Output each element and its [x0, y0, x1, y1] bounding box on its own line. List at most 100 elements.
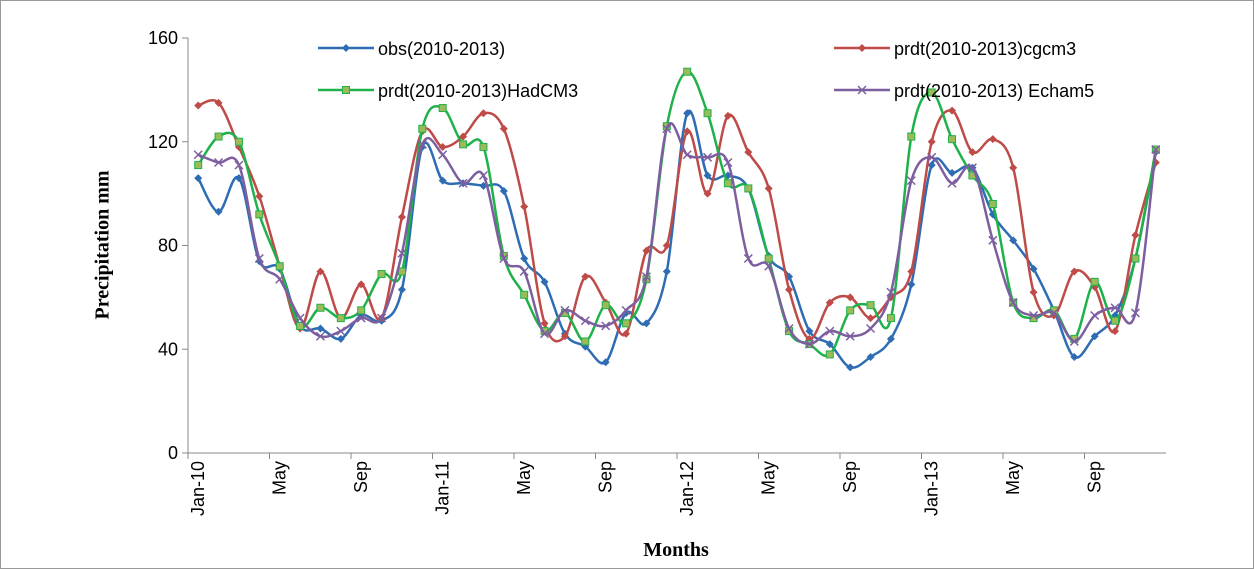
marker	[397, 267, 406, 276]
x-tick-label: Jan-10	[188, 461, 208, 516]
marker	[499, 253, 509, 263]
marker	[866, 353, 875, 362]
marker	[988, 200, 997, 208]
marker	[601, 321, 611, 331]
marker	[784, 323, 794, 334]
marker	[1151, 145, 1161, 155]
marker	[703, 171, 712, 180]
marker	[846, 363, 855, 372]
x-axis-title: Months	[643, 539, 709, 561]
marker	[417, 139, 427, 149]
marker	[743, 253, 753, 263]
marker	[858, 44, 866, 52]
x-tick-label: Jan-11	[433, 461, 453, 515]
marker	[907, 267, 916, 276]
marker	[275, 262, 284, 271]
marker	[418, 124, 427, 133]
marker	[846, 293, 855, 302]
marker	[520, 290, 529, 299]
marker	[479, 142, 488, 151]
marker	[1008, 298, 1018, 308]
marker	[1131, 254, 1140, 263]
marker	[342, 44, 350, 52]
y-tick-label: 160	[148, 28, 178, 48]
x-tick-label: Sep	[351, 461, 371, 493]
marker	[601, 358, 610, 367]
legend-label: prdt(2010-2013) Echam5	[894, 81, 1094, 101]
marker	[947, 178, 957, 188]
marker	[1090, 311, 1100, 321]
marker	[927, 137, 936, 146]
marker	[254, 253, 264, 263]
legend-label: prdt(2010-2013)HadCM3	[378, 81, 578, 101]
marker	[622, 329, 631, 338]
marker	[641, 272, 651, 282]
marker	[357, 306, 366, 315]
marker	[804, 339, 814, 349]
marker	[845, 331, 855, 341]
marker	[397, 212, 406, 221]
marker	[1029, 264, 1038, 273]
marker	[988, 135, 997, 144]
marker	[540, 329, 550, 339]
marker	[948, 135, 957, 144]
marker	[519, 266, 529, 276]
marker	[438, 104, 447, 113]
marker	[601, 301, 610, 310]
marker	[193, 150, 203, 160]
marker	[886, 287, 896, 297]
marker	[1009, 163, 1018, 172]
marker	[927, 152, 937, 162]
y-tick-label: 120	[148, 132, 178, 152]
marker	[683, 109, 692, 118]
marker	[1070, 267, 1079, 276]
marker	[1009, 236, 1018, 245]
marker	[479, 109, 488, 118]
marker	[968, 148, 977, 157]
x-tick-label: May	[759, 461, 779, 495]
marker	[275, 274, 285, 284]
marker	[866, 314, 875, 323]
marker	[397, 248, 407, 258]
marker	[581, 272, 590, 281]
marker	[234, 137, 243, 146]
marker	[764, 261, 774, 271]
marker	[1131, 231, 1140, 240]
marker	[744, 148, 753, 157]
marker	[1049, 308, 1059, 318]
marker	[255, 210, 264, 219]
marker	[703, 152, 713, 162]
x-tick-label: Sep	[840, 461, 860, 493]
marker	[846, 306, 855, 315]
marker	[377, 270, 386, 279]
marker	[723, 157, 733, 168]
marker	[825, 298, 834, 307]
marker	[214, 207, 223, 216]
marker	[499, 124, 508, 133]
marker	[642, 246, 651, 255]
marker	[295, 313, 305, 323]
marker	[907, 132, 916, 141]
marker	[683, 127, 692, 136]
marker	[438, 142, 447, 151]
marker	[1111, 327, 1120, 336]
x-tick-label: Sep	[1085, 461, 1105, 493]
marker	[1111, 316, 1120, 325]
x-tick-label: May	[270, 461, 290, 495]
marker	[234, 160, 244, 170]
marker	[255, 192, 264, 201]
marker	[805, 327, 814, 336]
marker	[703, 189, 712, 198]
marker	[316, 303, 325, 312]
marker	[948, 106, 957, 115]
marker	[194, 174, 203, 183]
marker	[886, 334, 895, 343]
marker	[581, 337, 590, 346]
marker	[520, 254, 529, 263]
marker	[459, 140, 468, 149]
marker	[580, 316, 590, 326]
marker	[683, 67, 692, 76]
marker	[560, 332, 569, 341]
marker	[316, 267, 325, 276]
